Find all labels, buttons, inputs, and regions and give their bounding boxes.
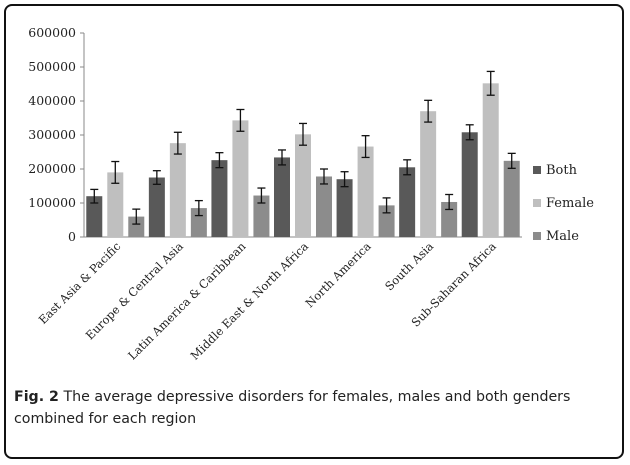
figure-caption-text: The average depressive disorders for fem… bbox=[14, 389, 571, 427]
legend-label: Both bbox=[546, 163, 578, 178]
category-label: Middle East & North Africa bbox=[188, 239, 312, 363]
bar-female bbox=[420, 111, 437, 237]
bar-both bbox=[86, 196, 103, 237]
legend-swatch bbox=[533, 199, 541, 207]
bar-both bbox=[399, 167, 416, 237]
bar-both bbox=[148, 177, 165, 237]
y-tick-label: 600000 bbox=[28, 25, 76, 40]
bar-male bbox=[503, 160, 520, 237]
y-tick-label: 200000 bbox=[28, 161, 76, 176]
bar-female bbox=[482, 83, 499, 237]
bar-chart: 0 100000 200000 300000 400000 500000 600000 Ea… bbox=[28, 25, 594, 363]
bar-male bbox=[253, 195, 270, 237]
y-tick-labels: 0 100000 200000 300000 400000 500000 600000 bbox=[28, 25, 84, 244]
legend-label: Female bbox=[546, 196, 594, 211]
bar-both bbox=[211, 160, 228, 237]
bar-female bbox=[357, 146, 374, 237]
legend-swatch bbox=[533, 166, 541, 174]
legend: Both Female Male bbox=[533, 163, 594, 244]
y-tick-label: 100000 bbox=[28, 195, 76, 210]
category-label: North America bbox=[303, 239, 374, 310]
bar-female bbox=[169, 143, 186, 237]
category-label: Latin America & Caribbean bbox=[125, 239, 249, 363]
bar-female bbox=[107, 172, 124, 237]
error-bars bbox=[90, 70, 516, 225]
bar-both bbox=[274, 157, 290, 237]
bar-male bbox=[316, 176, 332, 237]
bars bbox=[86, 83, 520, 237]
y-tick-label: 0 bbox=[68, 229, 76, 244]
legend-label: Male bbox=[546, 229, 579, 244]
category-label: South Asia bbox=[382, 239, 436, 293]
figure-caption: Fig. 2 The average depressive disorders … bbox=[14, 386, 614, 430]
legend-swatch bbox=[533, 232, 541, 240]
y-tick-label: 400000 bbox=[28, 93, 76, 108]
y-tick-label: 300000 bbox=[28, 127, 76, 142]
figure-caption-label: Fig. 2 bbox=[14, 389, 59, 405]
bar-both bbox=[461, 132, 478, 237]
bar-both bbox=[336, 179, 353, 237]
bar-female bbox=[232, 120, 249, 237]
bar-male bbox=[441, 201, 458, 237]
bar-female bbox=[295, 134, 311, 237]
y-tick-label: 500000 bbox=[28, 59, 76, 74]
bar-male bbox=[128, 216, 145, 237]
